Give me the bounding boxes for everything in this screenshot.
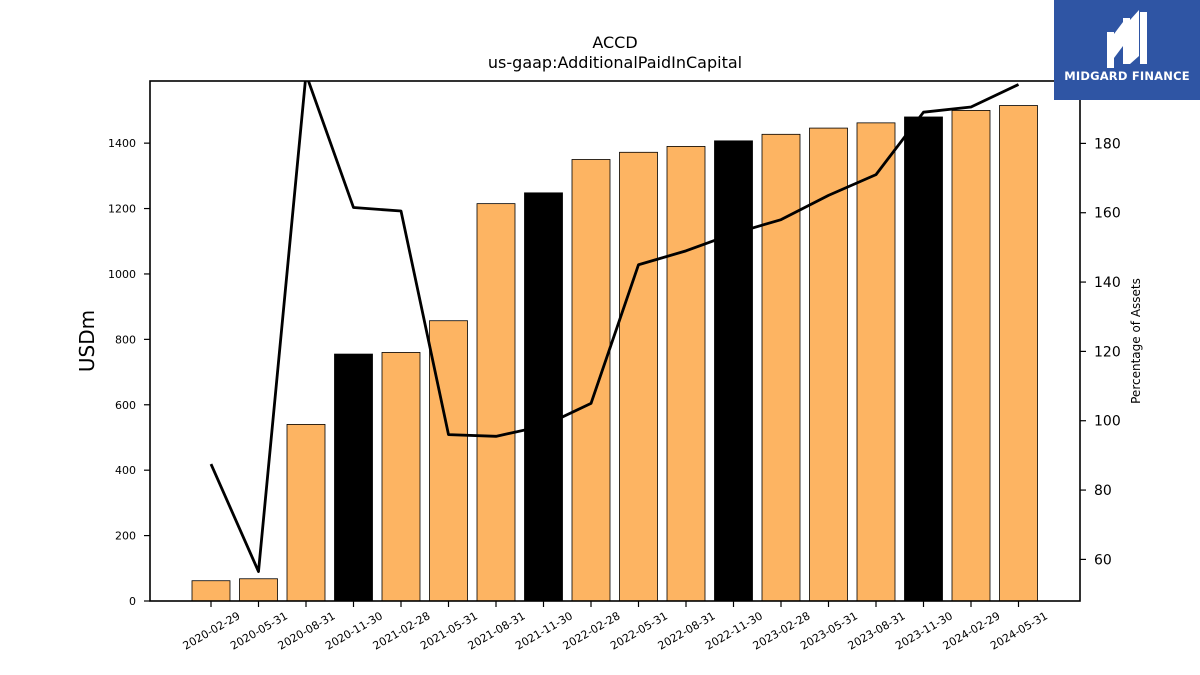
bar-2022-11-30: [714, 140, 753, 602]
bar-series: [191, 105, 1038, 602]
y-tick-label: 400: [115, 464, 136, 477]
bar-2020-02-29: [191, 580, 231, 602]
y-tick-label: 200: [115, 530, 136, 543]
bar-2023-08-31: [856, 122, 896, 602]
bar-2022-08-31: [666, 146, 706, 602]
y2-tick-label: 100: [1094, 414, 1121, 430]
y-tick-label: 600: [115, 399, 136, 412]
bar-2024-05-31: [999, 105, 1038, 602]
left-axis-ticks: 0 200 400 600 800 1000 1200 1400: [108, 137, 150, 608]
y-tick-label: 1200: [108, 203, 136, 216]
percentage-line: [209, 81, 1020, 573]
y-tick-label: 800: [115, 333, 136, 346]
bar-2023-05-31: [809, 127, 848, 602]
line-series: [209, 81, 1020, 573]
y-tick-label: 1000: [108, 268, 136, 281]
chart-subtitle: us-gaap:AdditionalPaidInCapital: [488, 53, 742, 72]
x-axis-ticks: 2020-02-292020-05-312020-08-312020-11-30…: [181, 601, 1050, 653]
chart-title: ACCD: [592, 33, 637, 52]
bar-2023-11-30: [904, 116, 943, 602]
right-axis-ticks: 60 80 100 120 140 160 180: [1080, 136, 1121, 568]
y2-tick-label: 160: [1094, 206, 1121, 222]
bar-2021-08-31: [476, 203, 516, 602]
y2-tick-label: 120: [1094, 344, 1121, 360]
plot-frame: [149, 80, 1081, 602]
bar-2022-05-31: [619, 151, 658, 602]
bar-2020-11-30: [334, 353, 373, 602]
y-axis-label: USDm: [75, 310, 99, 372]
y2-tick-label: 60: [1094, 552, 1112, 568]
bar-2020-08-31: [286, 423, 326, 602]
y2-tick-label: 180: [1094, 136, 1121, 152]
bar-2021-11-30: [524, 192, 563, 602]
bar-2022-02-28: [571, 159, 611, 602]
y2-tick-label: 80: [1094, 483, 1112, 499]
bar-2024-02-29: [951, 110, 991, 602]
y-tick-label: 1400: [108, 137, 136, 150]
brand-logo: MIDGARD FINANCE: [1054, 0, 1200, 100]
midgard-logo-icon: [1107, 10, 1147, 68]
y2-tick-label: 140: [1094, 275, 1121, 291]
bar-2023-02-28: [761, 133, 801, 602]
y-tick-label: 0: [129, 595, 136, 608]
bar-2021-02-28: [381, 352, 421, 602]
bar-2021-05-31: [429, 320, 468, 602]
y2-axis-label: Percentage of Assets: [1129, 278, 1143, 404]
bar-2020-05-31: [239, 578, 278, 602]
brand-name: MIDGARD FINANCE: [1064, 69, 1190, 83]
